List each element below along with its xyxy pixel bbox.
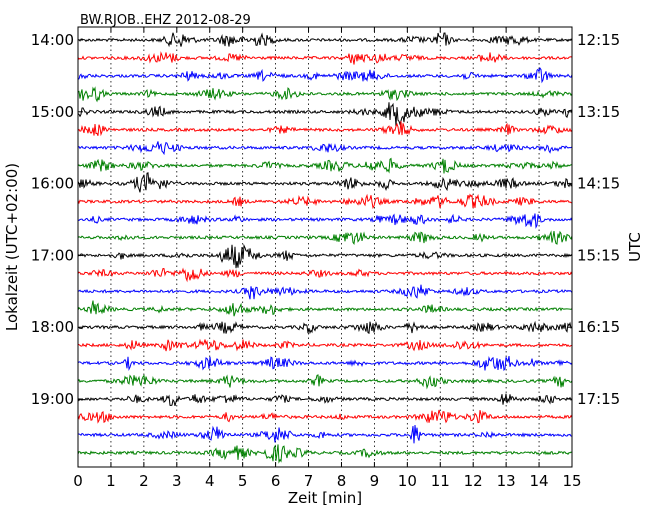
trace-line [77,355,573,372]
grid-lines [110,27,540,467]
trace-line [77,157,573,174]
trace-line [77,300,573,317]
x-tick-label: 11 [431,472,450,490]
x-tick-label: 15 [562,472,581,490]
x-tick-label: 9 [370,472,380,490]
x-tick-label: 0 [73,472,83,490]
left-tick-label: 17:00 [31,246,74,264]
left-axis-label: Lokalzeit (UTC+02:00) [3,163,21,331]
right-tick-label: 12:15 [577,31,620,49]
x-tick-label: 1 [106,472,116,490]
x-tick-label: 14 [530,472,549,490]
x-tick-label: 3 [172,472,182,490]
x-tick-label: 6 [271,472,281,490]
plot-frame [77,26,573,468]
trace-line [77,424,573,444]
x-axis-label: Zeit [min] [288,489,362,507]
right-tick-label: 15:15 [577,246,620,264]
trace-line [77,444,573,464]
trace-line [77,121,573,137]
left-tick-label: 18:00 [31,318,74,336]
trace-line [77,374,573,390]
right-tick-label: 17:15 [577,390,620,408]
trace-line [77,86,573,103]
trace-line [77,409,573,424]
right-tick-label: 13:15 [577,103,620,121]
seismogram-traces [77,32,573,464]
right-axis-ticks: 12:15 13:15 14:15 15:15 16:15 17:15 [567,31,620,408]
trace-line [77,393,573,407]
x-tick-label: 13 [497,472,516,490]
left-tick-label: 16:00 [31,175,74,193]
x-tick-label: 10 [398,472,417,490]
x-axis-ticks: 0 1 2 3 4 5 6 7 8 9 10 11 12 13 14 15 [73,27,582,490]
trace-line [77,32,573,48]
left-axis-ticks: 14:00 15:00 16:00 17:00 18:00 19:00 [31,31,83,408]
trace-line [77,193,573,210]
left-tick-label: 14:00 [31,31,74,49]
trace-line [77,141,573,156]
trace-line [77,102,573,127]
trace-line [77,51,573,65]
chart-title: BW.RJOB..EHZ 2012-08-29 [80,13,251,28]
trace-line [77,172,573,193]
trace-line [77,338,573,352]
x-tick-label: 5 [238,472,248,490]
trace-line [77,267,573,283]
x-tick-label: 8 [337,472,347,490]
x-tick-label: 12 [464,472,483,490]
x-tick-label: 4 [205,472,215,490]
trace-line [77,230,573,245]
trace-line [77,284,573,300]
right-tick-label: 14:15 [577,175,620,193]
trace-line [77,320,573,335]
right-axis-label: UTC [626,232,644,262]
x-tick-label: 2 [139,472,149,490]
trace-line [77,243,573,269]
trace-line [77,213,573,229]
left-tick-label: 19:00 [31,390,74,408]
right-tick-label: 16:15 [577,318,620,336]
left-tick-label: 15:00 [31,103,74,121]
x-tick-label: 7 [304,472,314,490]
trace-line [77,67,573,84]
